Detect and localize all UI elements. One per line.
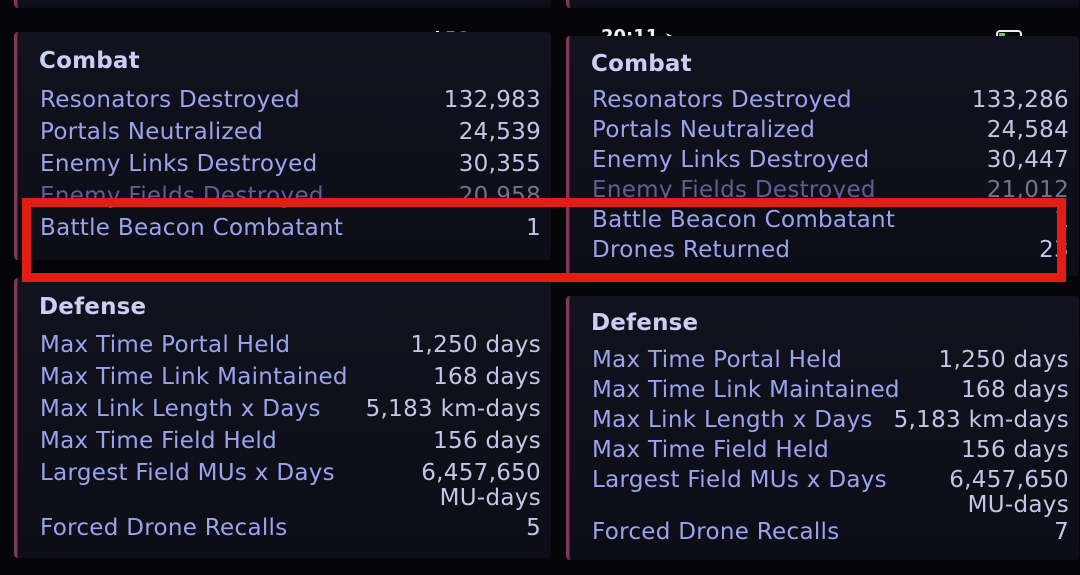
stat-label: Enemy Fields Destroyed	[40, 183, 324, 209]
stat-label: Portals Neutralized	[592, 117, 816, 143]
stat-value: 156 days	[433, 428, 541, 454]
stat-value: 24,539	[458, 119, 541, 145]
left-screenshot: 5G Combat Resonators Destroyed 132,983 P…	[14, 0, 551, 558]
stat-label: Largest Field MUs x Days	[40, 460, 335, 486]
stat-value: 168 days	[961, 377, 1069, 403]
stat-value: 5	[526, 515, 541, 541]
stat-label: Max Time Portal Held	[40, 332, 291, 358]
combat-heading: Combat	[39, 48, 140, 74]
stat-label: Forced Drone Recalls	[592, 519, 840, 545]
stat-value: 23	[1039, 237, 1069, 263]
stat-label: Portals Neutralized	[40, 119, 264, 145]
previous-card-edge	[566, 0, 1079, 8]
stat-value: 6,457,650	[421, 460, 541, 486]
stat-label: Max Time Field Held	[592, 437, 829, 463]
combat-card: Combat Resonators Destroyed 133,286 Port…	[566, 36, 1079, 276]
stat-value: 5,183 km-days	[893, 407, 1069, 433]
combat-card: Combat Resonators Destroyed 132,983 Port…	[14, 32, 551, 260]
defense-card: Defense Max Time Portal Held 1,250 days …	[566, 296, 1079, 560]
stat-unit: MU-days	[967, 492, 1069, 518]
stat-label: Drones Returned	[592, 237, 791, 263]
stat-label: Resonators Destroyed	[592, 87, 852, 113]
defense-card: Defense Max Time Portal Held 1,250 days …	[14, 278, 551, 558]
stat-label: Battle Beacon Combatant	[40, 215, 344, 241]
stat-label: Resonators Destroyed	[40, 87, 300, 113]
stat-value: 168 days	[433, 364, 541, 390]
right-screenshot: 20:11 ➤ Combat Resonators Destroyed 133,…	[552, 0, 1080, 575]
stat-label: Max Time Field Held	[40, 428, 277, 454]
stat-value: 30,355	[458, 151, 541, 177]
stat-value: 1	[526, 215, 541, 241]
stat-label: Max Time Link Maintained	[592, 377, 900, 403]
stat-value: 24,584	[986, 117, 1069, 143]
stat-value: 133,286	[971, 87, 1069, 113]
combat-heading: Combat	[591, 51, 692, 77]
previous-card-edge	[14, 0, 551, 8]
stat-label: Max Time Link Maintained	[40, 364, 348, 390]
stat-unit: MU-days	[439, 485, 541, 511]
stat-value: 21,012	[986, 177, 1069, 203]
stat-label: Max Link Length x Days	[40, 396, 321, 422]
stat-label: Enemy Fields Destroyed	[592, 177, 876, 203]
stat-label: Max Time Portal Held	[592, 347, 843, 373]
stat-value: 132,983	[443, 87, 541, 113]
stat-value: 1,250 days	[938, 347, 1069, 373]
defense-heading: Defense	[39, 294, 147, 320]
stat-label: Enemy Links Destroyed	[592, 147, 870, 173]
defense-heading: Defense	[591, 310, 699, 336]
stat-value: 30,447	[986, 147, 1069, 173]
stat-value: 20,958	[458, 183, 541, 209]
stat-value: 6,457,650	[949, 467, 1069, 493]
stat-value: 5,183 km-days	[365, 396, 541, 422]
stat-label: Enemy Links Destroyed	[40, 151, 318, 177]
stat-label: Max Link Length x Days	[592, 407, 873, 433]
stat-label: Battle Beacon Combatant	[592, 207, 896, 233]
stat-label: Largest Field MUs x Days	[592, 467, 887, 493]
stat-value: 1	[1054, 207, 1069, 233]
stat-value: 1,250 days	[410, 332, 541, 358]
stat-value: 7	[1054, 519, 1069, 545]
stat-value: 156 days	[961, 437, 1069, 463]
stat-label: Forced Drone Recalls	[40, 515, 288, 541]
